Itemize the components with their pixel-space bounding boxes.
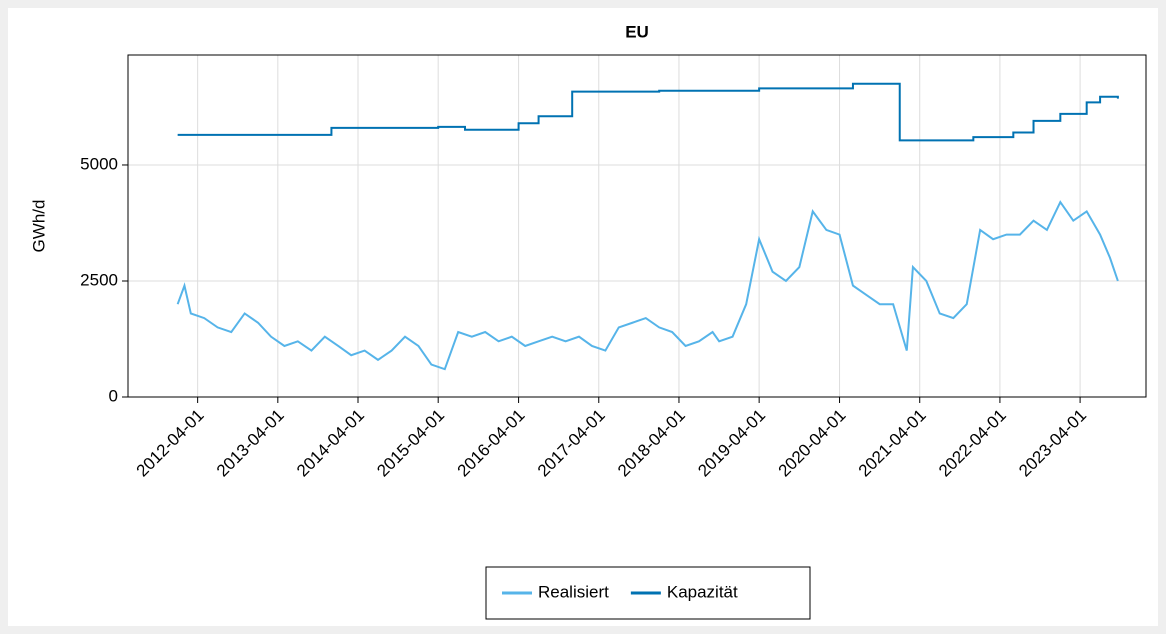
chart-title: EU — [625, 22, 649, 41]
figure — [8, 8, 1158, 626]
line — [177, 82, 1119, 142]
plot-frame — [127, 54, 1147, 398]
legend-label: Kapazität — [667, 582, 738, 601]
legend-label: Realisiert — [538, 582, 609, 601]
y-tick-label: 5000 — [80, 154, 118, 173]
y-axis-label: GWh/d — [29, 200, 48, 253]
y-tick-label: 2500 — [80, 270, 118, 289]
y-tick-label: 0 — [109, 386, 118, 405]
line — [176, 200, 1119, 371]
